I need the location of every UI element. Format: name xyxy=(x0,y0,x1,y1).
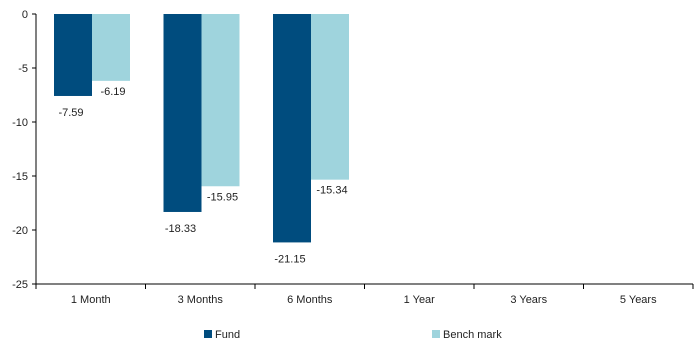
x-tick-label: 5 Years xyxy=(620,294,657,306)
legend-swatch xyxy=(432,330,440,338)
x-tick-label: 3 Years xyxy=(510,294,547,306)
x-tick-label: 3 Months xyxy=(178,294,224,306)
data-label-fund: -7.59 xyxy=(58,107,83,119)
legend-swatch xyxy=(204,330,212,338)
y-tick-label: 0 xyxy=(22,9,28,21)
bar-bench-mark xyxy=(92,14,130,81)
x-tick-label: 6 Months xyxy=(287,294,333,306)
data-label-fund: -21.15 xyxy=(274,253,305,265)
data-label-bench-mark: -6.19 xyxy=(100,86,125,98)
y-tick-label: -10 xyxy=(12,117,28,129)
legend-label: Fund xyxy=(215,329,240,341)
bar-bench-mark xyxy=(311,14,349,180)
bars-layer xyxy=(54,14,349,243)
legend-label: Bench mark xyxy=(443,329,502,341)
x-tick-label: 1 Year xyxy=(404,294,436,306)
bar-fund xyxy=(54,14,92,96)
data-labels-layer: -7.59 -18.33 -21.15 -6.19 -15.95 -15.34 xyxy=(58,86,347,266)
bar-fund xyxy=(273,14,311,243)
data-label-bench-mark: -15.95 xyxy=(207,191,238,203)
y-tick-label: -20 xyxy=(12,225,28,237)
y-tick-label: -25 xyxy=(12,279,28,291)
y-tick-label: -15 xyxy=(12,171,28,183)
bar-fund xyxy=(163,14,202,212)
legend: Fund Bench mark xyxy=(204,329,502,341)
data-label-fund: -18.33 xyxy=(165,223,196,235)
axes-layer: 0 -5 -10 -15 -20 -25 1 Month 3 Months 6 Months 1 … xyxy=(12,9,694,306)
y-tick-label: -5 xyxy=(18,63,28,75)
bar-bench-mark xyxy=(201,14,240,187)
data-label-bench-mark: -15.34 xyxy=(316,185,347,197)
x-tick-label: 1 Month xyxy=(71,294,111,306)
